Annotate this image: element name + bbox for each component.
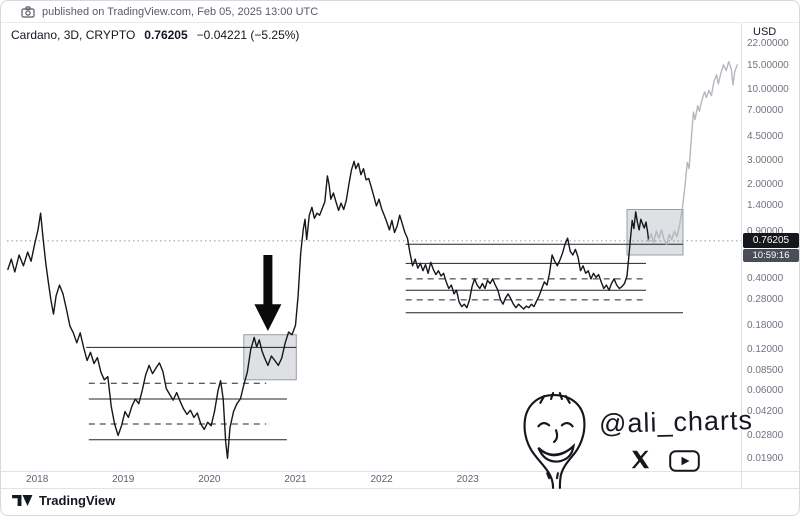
price-tick-label: 0.06000 <box>747 385 784 397</box>
price-tick-label: 0.02800 <box>747 429 784 441</box>
price-tick-label: 0.04200 <box>747 406 784 418</box>
price-tick-label: 15.00000 <box>747 60 789 72</box>
price-tick-label: 0.90000 <box>747 225 784 237</box>
price-tick-label: 2.00000 <box>747 178 784 190</box>
accumulation-box-2020 <box>243 334 297 381</box>
watermark-handle: @ali_charts <box>598 404 754 440</box>
published-text: published on TradingView.com, Feb 05, 20… <box>42 5 319 18</box>
price-tick-label: 3.00000 <box>747 154 784 166</box>
currency-label: USD <box>753 26 777 38</box>
time-tick-label: 2018 <box>26 474 49 485</box>
price-tick-label: 4.50000 <box>747 130 784 142</box>
x-logo-icon <box>630 449 651 475</box>
price-scale[interactable]: 22.00000 15.00000 10.00000 7.00000 4.50000 3.… <box>743 1 799 471</box>
price-tick-label: 0.08500 <box>747 364 784 376</box>
price-tick-label: 1.40000 <box>747 199 784 211</box>
symbol-row: Cardano, 3D, CRYPTO 0.76205 −0.04221 (−5… <box>11 28 299 42</box>
time-tick-label: 2022 <box>370 474 393 485</box>
time-tick-label: 2021 <box>284 474 307 485</box>
time-tick-label: 2019 <box>112 474 135 485</box>
symbol-title: Cardano, 3D, CRYPTO <box>11 28 136 42</box>
trader-face-sketch-icon <box>511 390 599 495</box>
down-arrow <box>254 255 282 331</box>
price-tick-label: 0.18000 <box>747 320 784 332</box>
tradingview-brand-text[interactable]: TradingView <box>39 493 116 508</box>
tradingview-logo-icon[interactable] <box>11 493 33 508</box>
bar-countdown-badge: 10:59:16 <box>743 248 799 262</box>
price-line-history <box>7 160 650 459</box>
camera-icon <box>21 5 35 18</box>
price-tick-label: 10.00000 <box>747 83 789 95</box>
youtube-icon <box>669 450 700 477</box>
header-bar: published on TradingView.com, Feb 05, 20… <box>1 1 799 23</box>
time-tick-label: 2020 <box>198 474 221 485</box>
price-tick-label: 0.12000 <box>747 344 784 356</box>
price-tick-label: 7.00000 <box>747 104 784 116</box>
symbol-change: −0.04221 (−5.25%) <box>196 28 300 42</box>
price-tick-label: 0.40000 <box>747 273 784 285</box>
price-line-projection <box>647 61 738 245</box>
price-tick-label: 0.01900 <box>747 452 784 464</box>
price-tick-label: 22.00000 <box>747 37 789 49</box>
time-tick-label: 2023 <box>456 474 479 485</box>
footer-attribution: TradingView <box>11 493 115 508</box>
time-scale[interactable]: 2018 2019 2020 2021 2022 2023 <box>1 474 741 488</box>
last-price-badge: 0.76205 <box>743 233 799 249</box>
symbol-last-price: 0.76205 <box>144 28 188 42</box>
price-tick-label: 0.28000 <box>747 294 784 306</box>
